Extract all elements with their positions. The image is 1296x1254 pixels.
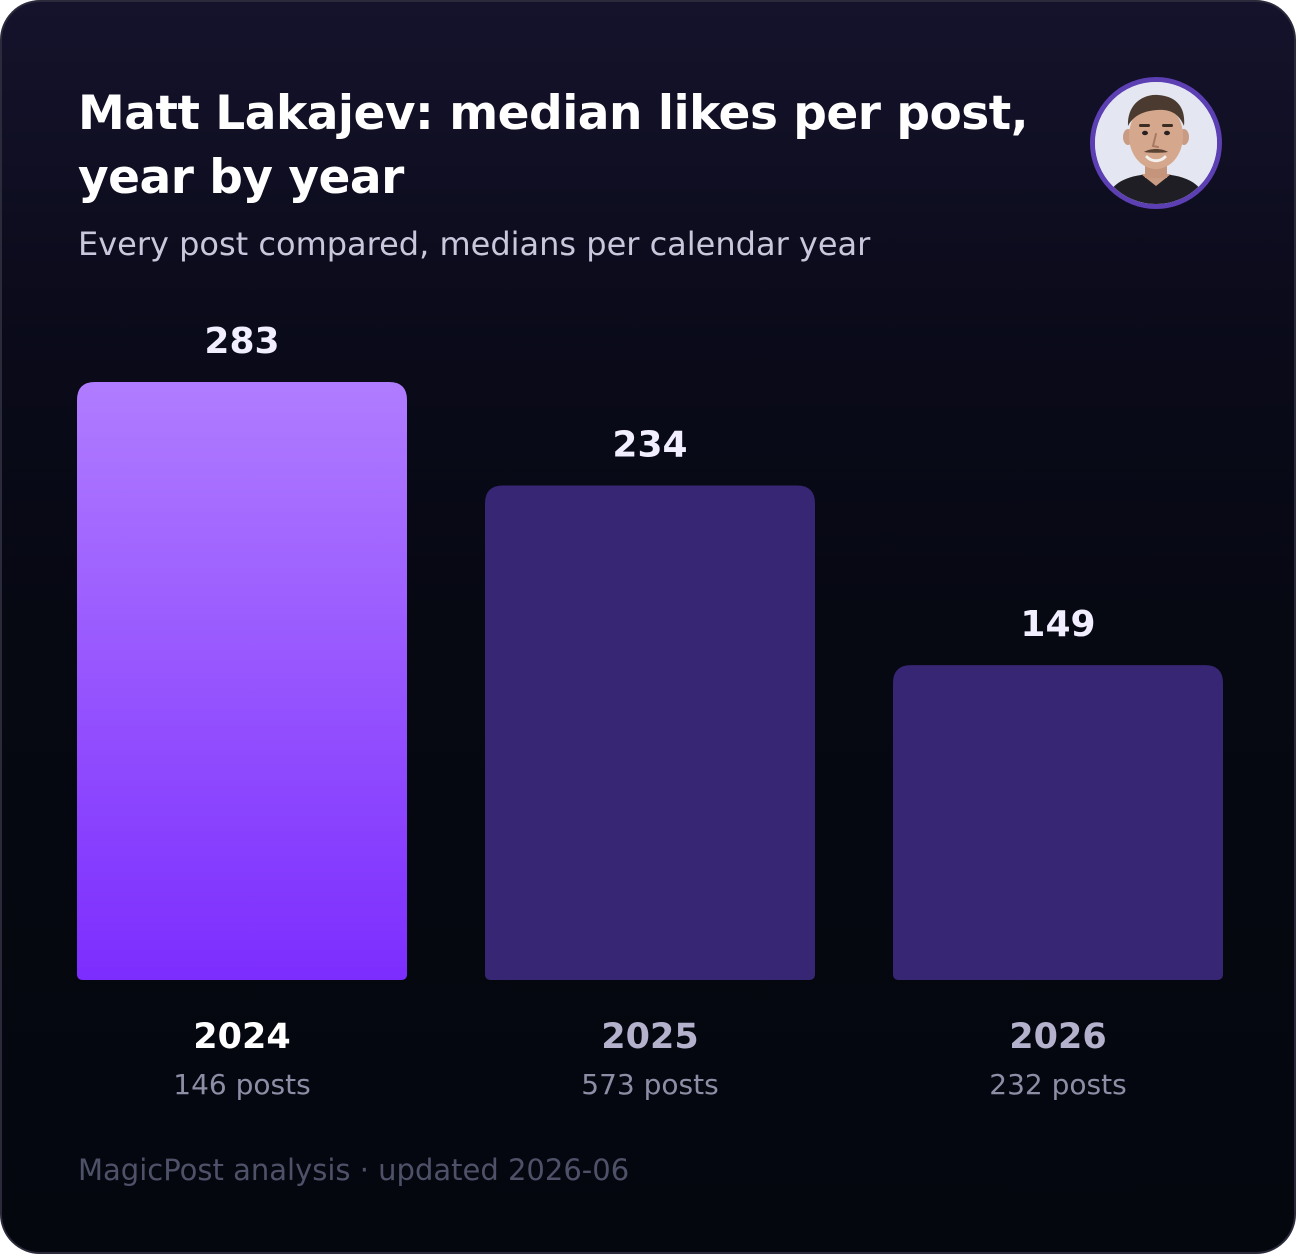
chart-subtitle: Every post compared, medians per calenda… bbox=[78, 225, 871, 263]
post-count-label: 573 posts bbox=[581, 1068, 718, 1101]
bar-2026 bbox=[893, 665, 1223, 980]
chart-title: Matt Lakajev: median likes per post, yea… bbox=[78, 86, 1029, 205]
x-tick-label: 2026 bbox=[1009, 1017, 1106, 1057]
bar-value-label: 283 bbox=[204, 321, 279, 362]
x-tick-label: 2025 bbox=[601, 1017, 698, 1057]
avatar bbox=[1090, 77, 1222, 209]
footer-credit: MagicPost analysis · updated 2026-06 bbox=[78, 1153, 630, 1187]
bar-2025 bbox=[485, 485, 815, 980]
post-count-label: 146 posts bbox=[173, 1068, 310, 1101]
x-tick-label: 2024 bbox=[193, 1017, 290, 1057]
post-count-label: 232 posts bbox=[989, 1068, 1126, 1101]
bar-2024 bbox=[77, 382, 407, 980]
bar-value-label: 234 bbox=[612, 425, 687, 466]
bar-chart: 283 2024 146 posts 234 2025 573 posts 149 2026 2… bbox=[77, 321, 1223, 1101]
bar-value-label: 149 bbox=[1020, 604, 1095, 645]
profile-photo-icon bbox=[1095, 82, 1217, 204]
